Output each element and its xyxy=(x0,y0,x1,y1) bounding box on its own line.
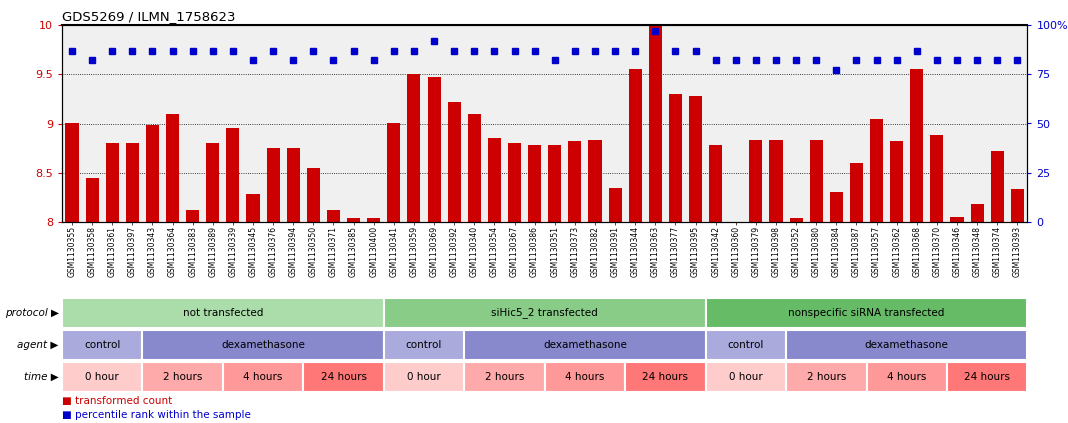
Bar xyxy=(106,143,119,222)
Bar xyxy=(407,74,421,222)
Text: 0 hour: 0 hour xyxy=(729,372,763,382)
Bar xyxy=(327,210,340,222)
Bar xyxy=(347,218,360,222)
Bar xyxy=(706,362,786,392)
Bar xyxy=(528,145,541,222)
Text: nonspecific siRNA transfected: nonspecific siRNA transfected xyxy=(788,308,945,318)
Bar xyxy=(126,143,139,222)
Bar xyxy=(971,204,984,222)
Text: dexamethasone: dexamethasone xyxy=(543,340,627,350)
Bar xyxy=(609,187,622,222)
Bar xyxy=(142,362,223,392)
Bar xyxy=(786,362,866,392)
Bar xyxy=(870,118,883,222)
Text: 4 hours: 4 hours xyxy=(565,372,604,382)
Bar xyxy=(947,362,1027,392)
Bar xyxy=(186,210,200,222)
Bar xyxy=(706,298,1027,328)
Bar xyxy=(465,362,545,392)
Bar xyxy=(548,145,562,222)
Bar xyxy=(625,362,706,392)
Bar xyxy=(286,148,300,222)
Text: 4 hours: 4 hours xyxy=(244,372,283,382)
Bar xyxy=(427,77,441,222)
Text: 4 hours: 4 hours xyxy=(888,372,926,382)
Bar xyxy=(166,114,179,222)
Bar xyxy=(465,330,706,360)
Bar xyxy=(508,143,521,222)
Bar xyxy=(383,298,706,328)
Bar xyxy=(1010,189,1024,222)
Bar xyxy=(247,195,260,222)
Text: control: control xyxy=(727,340,764,350)
Bar xyxy=(588,140,601,222)
Bar xyxy=(951,217,963,222)
Bar xyxy=(383,362,465,392)
Bar xyxy=(146,126,159,222)
Bar xyxy=(669,94,682,222)
Bar xyxy=(223,362,303,392)
Text: ■ transformed count: ■ transformed count xyxy=(62,396,172,407)
Bar xyxy=(850,163,863,222)
Bar xyxy=(226,129,239,222)
Bar xyxy=(750,140,763,222)
Bar xyxy=(810,140,822,222)
Text: 2 hours: 2 hours xyxy=(163,372,202,382)
Bar xyxy=(991,151,1004,222)
Bar xyxy=(367,218,380,222)
Bar xyxy=(62,362,142,392)
Bar xyxy=(789,218,803,222)
Text: control: control xyxy=(406,340,442,350)
Bar xyxy=(447,102,460,222)
Text: 2 hours: 2 hours xyxy=(806,372,846,382)
Text: dexamethasone: dexamethasone xyxy=(865,340,948,350)
Bar xyxy=(307,168,320,222)
Bar xyxy=(830,192,843,222)
Text: siHic5_2 transfected: siHic5_2 transfected xyxy=(491,308,598,319)
Text: 0 hour: 0 hour xyxy=(85,372,119,382)
Bar xyxy=(706,330,786,360)
Bar xyxy=(648,25,662,222)
Bar xyxy=(142,330,383,360)
Bar xyxy=(62,330,142,360)
Text: 24 hours: 24 hours xyxy=(964,372,1010,382)
Bar xyxy=(85,178,98,222)
Bar xyxy=(65,124,79,222)
Text: time ▶: time ▶ xyxy=(23,372,59,382)
Text: 2 hours: 2 hours xyxy=(485,372,524,382)
Bar xyxy=(786,330,1027,360)
Text: not transfected: not transfected xyxy=(183,308,263,318)
Text: dexamethasone: dexamethasone xyxy=(221,340,305,350)
Text: ■ percentile rank within the sample: ■ percentile rank within the sample xyxy=(62,409,251,420)
Bar xyxy=(930,135,943,222)
Bar xyxy=(383,330,465,360)
Bar xyxy=(689,96,702,222)
Text: agent ▶: agent ▶ xyxy=(17,340,59,350)
Bar xyxy=(488,138,501,222)
Text: 24 hours: 24 hours xyxy=(642,372,689,382)
Bar xyxy=(206,143,219,222)
Bar xyxy=(629,69,642,222)
Text: GDS5269 / ILMN_1758623: GDS5269 / ILMN_1758623 xyxy=(62,10,235,23)
Bar xyxy=(388,124,400,222)
Bar xyxy=(303,362,383,392)
Bar xyxy=(568,141,581,222)
Text: 24 hours: 24 hours xyxy=(320,372,366,382)
Text: protocol ▶: protocol ▶ xyxy=(4,308,59,318)
Bar xyxy=(910,69,924,222)
Bar xyxy=(62,298,383,328)
Bar xyxy=(468,114,481,222)
Bar xyxy=(267,148,280,222)
Text: control: control xyxy=(84,340,121,350)
Bar xyxy=(769,140,783,222)
Bar xyxy=(709,145,722,222)
Text: 0 hour: 0 hour xyxy=(407,372,441,382)
Bar xyxy=(545,362,625,392)
Bar xyxy=(866,362,947,392)
Bar xyxy=(890,141,904,222)
